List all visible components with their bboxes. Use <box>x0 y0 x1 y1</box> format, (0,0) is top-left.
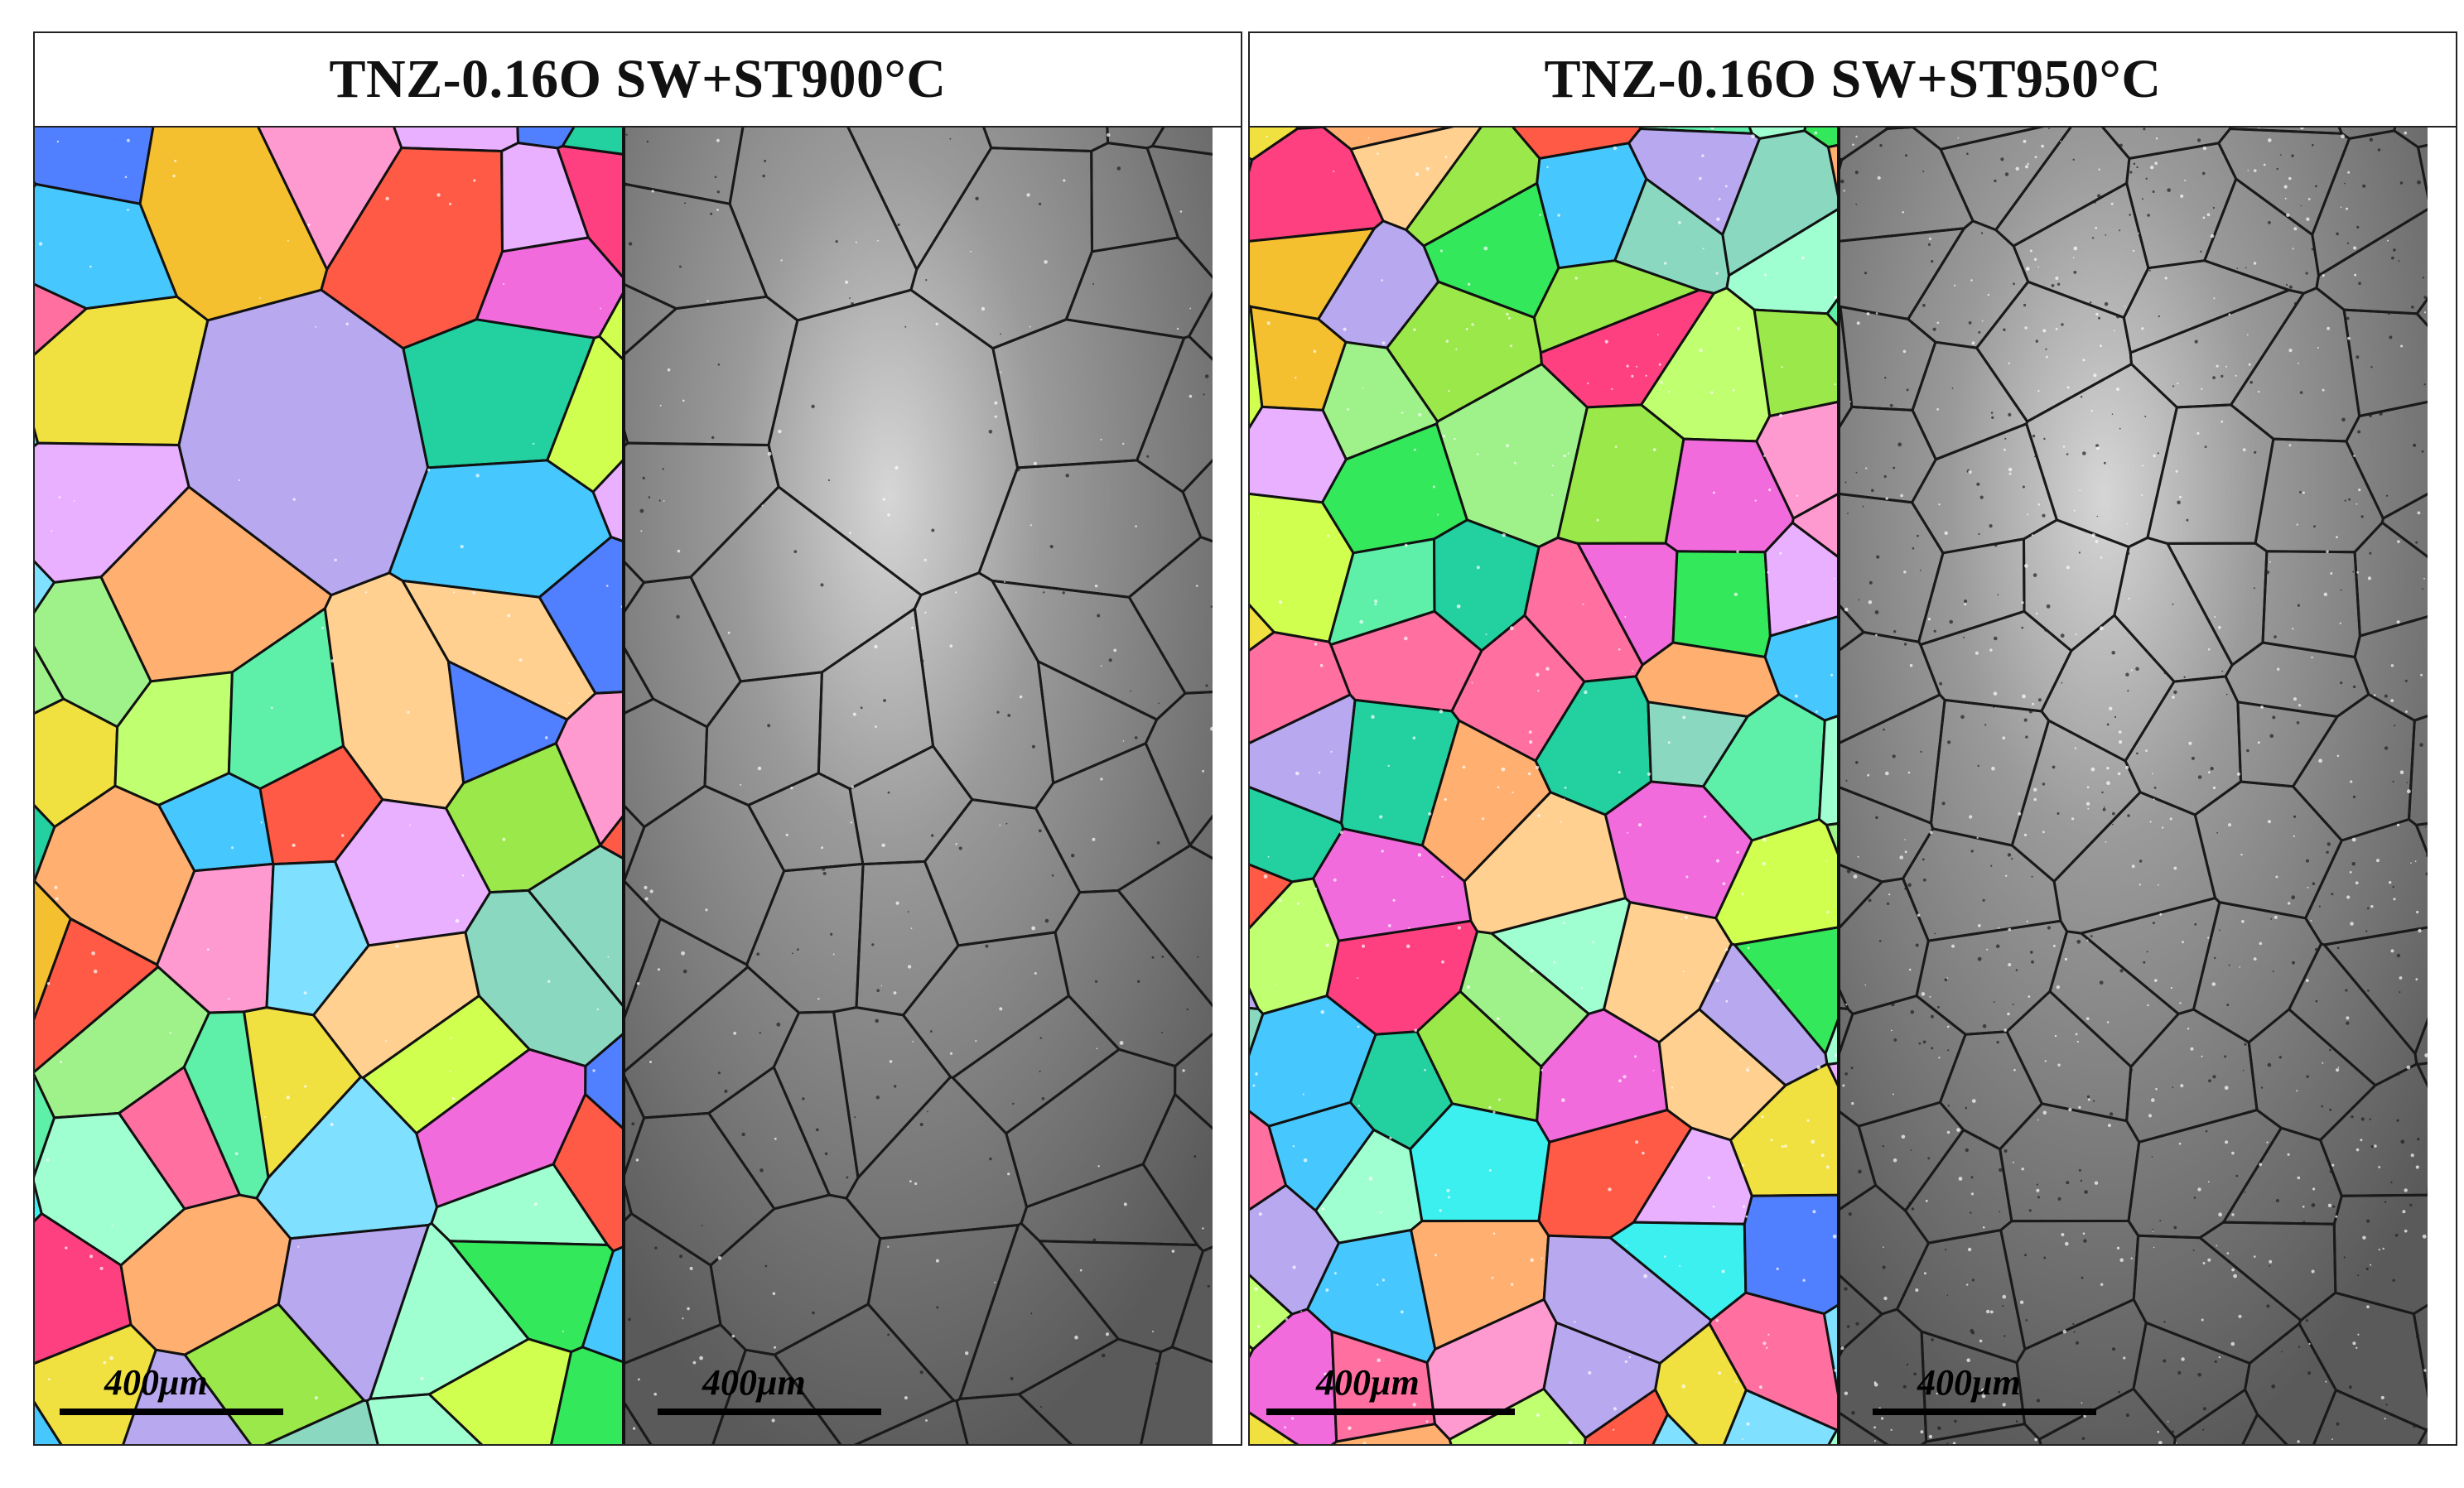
scale-bar <box>60 1409 283 1415</box>
scale-bar-label: 400μm <box>702 1362 806 1403</box>
panel-st950: TNZ-0.16O SW+ST950°C 400μm 400μm <box>1248 31 2457 1456</box>
grain-boundary-map <box>624 128 1213 1444</box>
scale-bar <box>1266 1409 1515 1415</box>
title-box: TNZ-0.16O SW+ST950°C <box>1248 31 2457 128</box>
panel-title: TNZ-0.16O SW+ST950°C <box>1544 49 2162 109</box>
scale-bar <box>1873 1409 2096 1415</box>
map-divider <box>1837 128 1840 1444</box>
scale-bar-label: 400μm <box>1917 1362 2021 1403</box>
ebsd-ipf-map <box>35 128 623 1444</box>
panel-title: TNZ-0.16O SW+ST900°C <box>329 49 947 109</box>
map-divider <box>622 128 625 1444</box>
scale-bar-label: 400μm <box>104 1362 208 1403</box>
scale-bar <box>658 1409 881 1415</box>
micrograph-frame: 400μm 400μm <box>33 126 1242 1446</box>
ebsd-ipf-map <box>1250 128 1838 1444</box>
title-box: TNZ-0.16O SW+ST900°C <box>33 31 1242 128</box>
grain-boundary-map <box>1840 128 2428 1444</box>
scale-bar-label: 400μm <box>1316 1362 1420 1403</box>
panel-st900: TNZ-0.16O SW+ST900°C 400μm 400μm <box>33 31 1242 1456</box>
micrograph-frame: 400μm 400μm <box>1248 126 2457 1446</box>
